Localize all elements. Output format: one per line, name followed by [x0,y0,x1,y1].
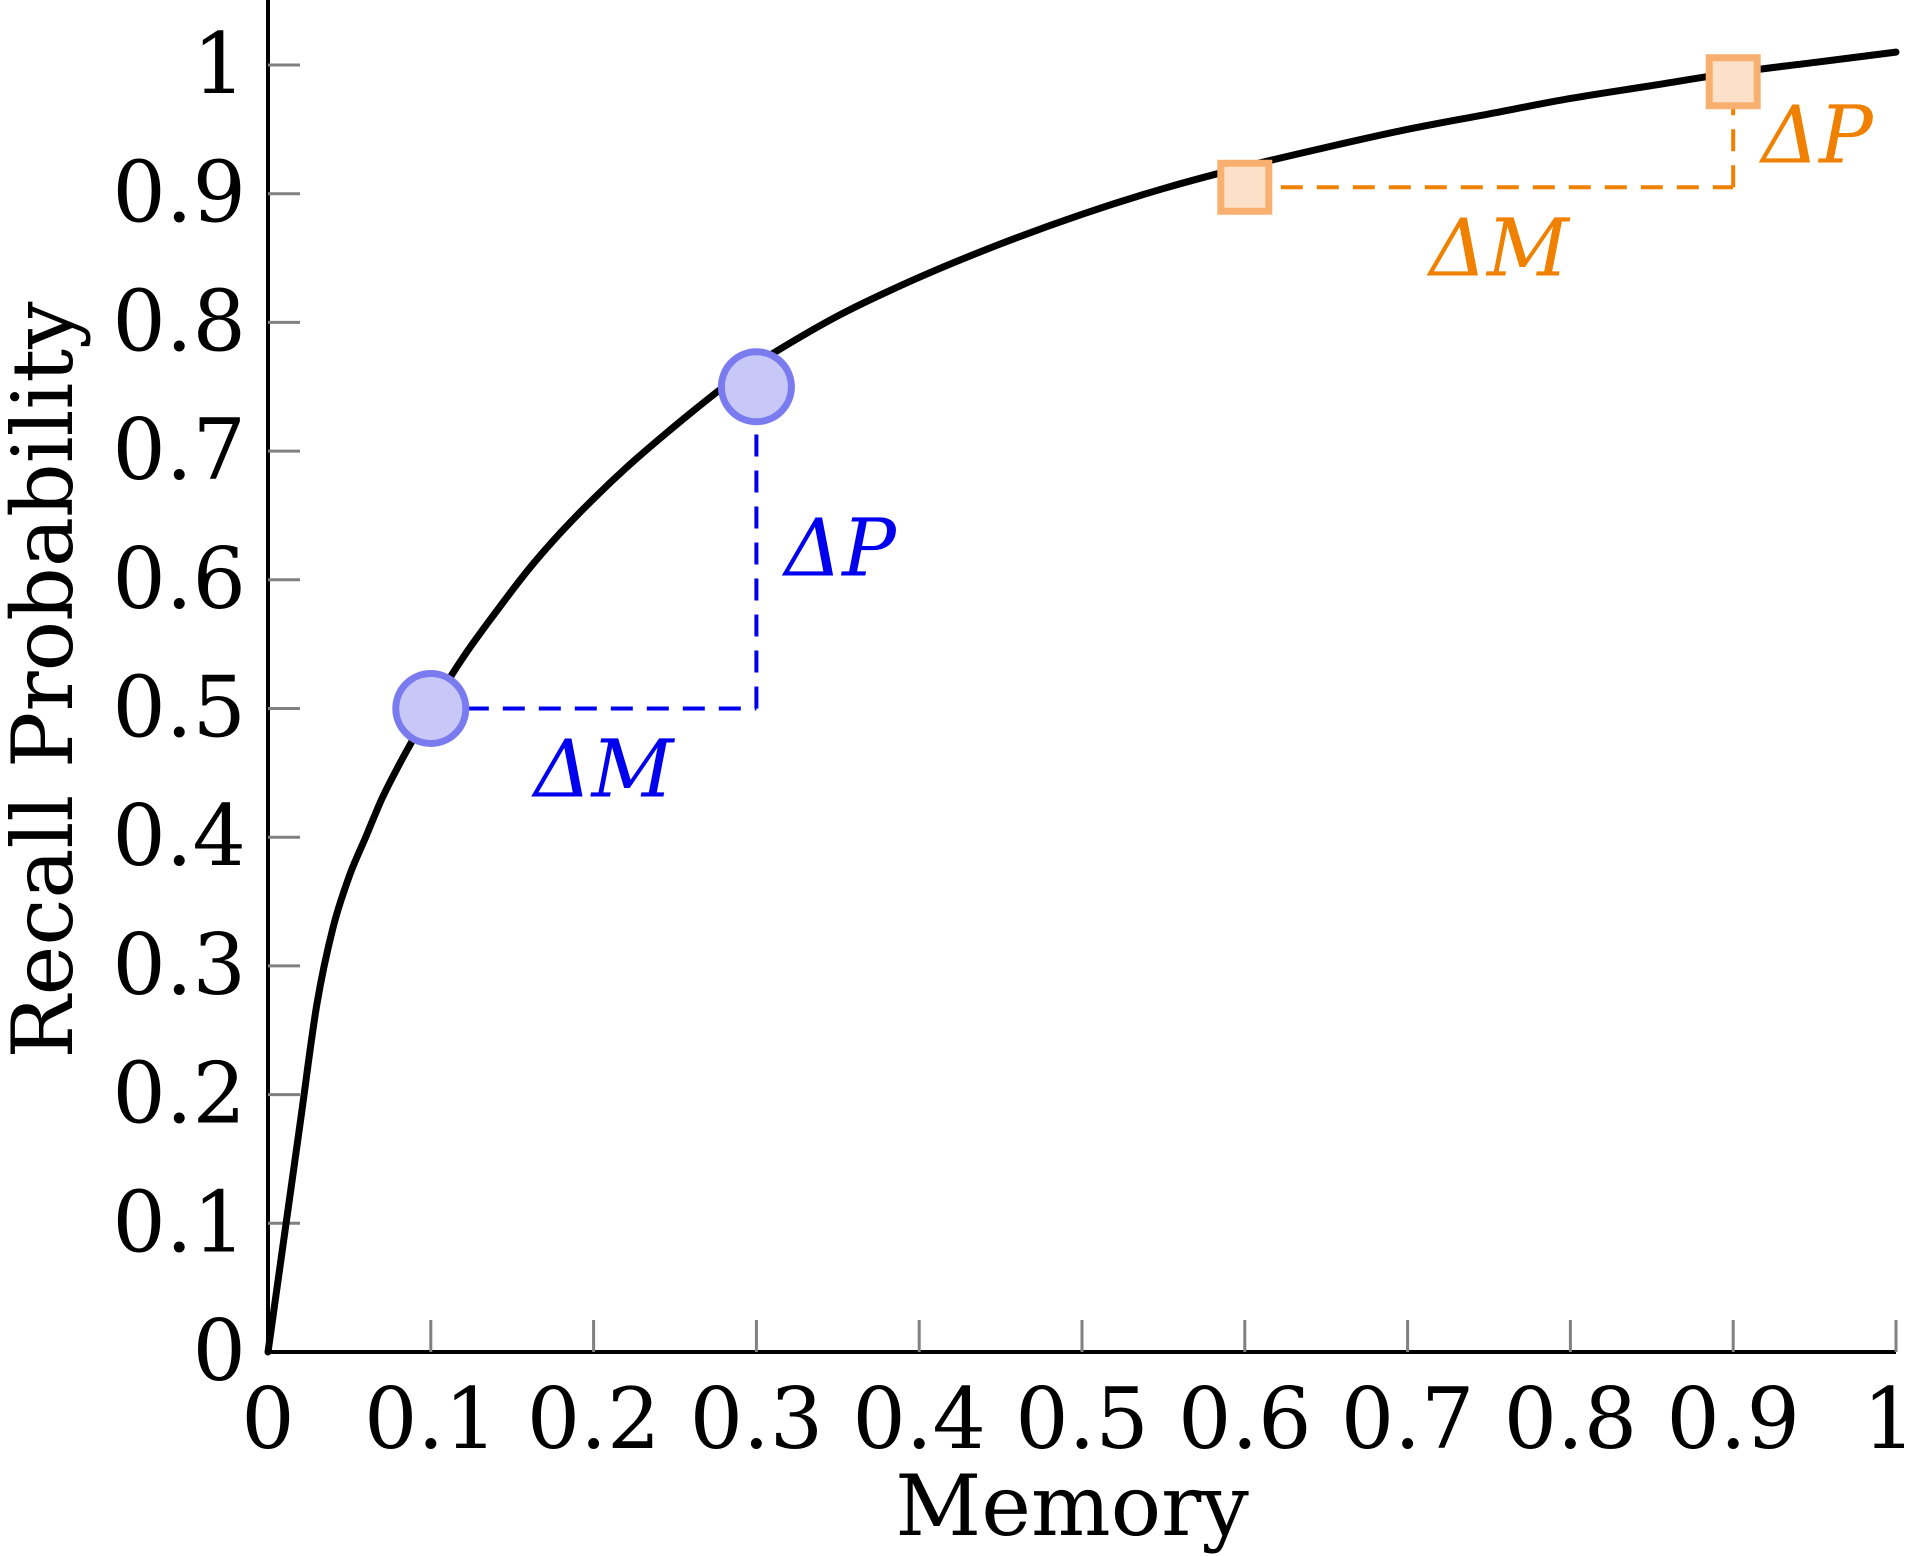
x-tick-label: 0.6 [1178,1370,1312,1468]
labels: 0 0.1 0.2 0.3 0.4 0.5 0.6 0.7 0.8 0.9 1 0 0.1 0.2 0.3 0… [0,15,1913,1555]
y-tick-label: 0.2 [112,1045,246,1143]
y-tick-label: 0.6 [112,530,246,628]
x-tick-label: 0.8 [1504,1370,1638,1468]
x-tick-label: 0.1 [364,1370,498,1468]
x-tick-label: 0.5 [1015,1370,1149,1468]
curve-layer [264,48,1900,1356]
y-tick-label: 0.5 [112,659,246,757]
y-tick-label: 0.4 [112,787,246,885]
delta-m-label: ΔM [1426,201,1571,294]
x-tick-label: 0 [241,1370,294,1468]
square-marker [1217,159,1273,215]
y-tick-label: 0 [193,1302,246,1400]
x-tick-label: 0.2 [527,1370,661,1468]
square-marker [1705,54,1761,110]
recall-curve-line [264,48,1900,1356]
y-tick-label: 0.7 [112,401,246,499]
x-tick-label: 0.3 [690,1370,824,1468]
y-tick-label: 0.9 [112,144,246,242]
delta-p-label: ΔP [781,502,897,595]
delta-m-label: ΔM [531,723,676,816]
x-tick-label: 1 [1863,1370,1913,1468]
axes [266,0,1898,1354]
x-tick-label: 0.9 [1666,1370,1800,1468]
x-tick-label: 0.7 [1341,1370,1475,1468]
y-tick-label: 0.8 [112,272,246,370]
annotations [392,54,1761,747]
delta-p-label: ΔP [1758,88,1874,181]
y-axis-title: Recall Probability [0,301,92,1059]
circle-marker [392,670,470,747]
y-tick-label: 1 [193,15,246,113]
x-tick-label: 0.4 [852,1370,986,1468]
circle-marker [717,348,795,426]
y-tick-label: 0.1 [112,1173,246,1271]
y-tick-label: 0.3 [112,916,246,1014]
x-axis-title: Memory [895,1457,1249,1555]
